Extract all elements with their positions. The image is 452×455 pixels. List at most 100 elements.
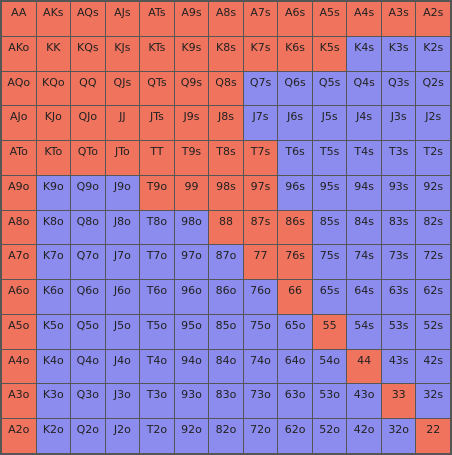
hand-cell-ajo[interactable]: AJo: [2, 106, 36, 141]
hand-cell-a3s[interactable]: A3s: [381, 2, 416, 36]
hand-cell-j6s[interactable]: J6s: [278, 106, 312, 141]
hand-cell-a8s[interactable]: A8s: [209, 2, 243, 36]
hand-cell-q4s[interactable]: Q4s: [347, 71, 381, 106]
hand-cell-ato[interactable]: ATo: [2, 141, 36, 175]
hand-cell-92o[interactable]: 92o: [174, 419, 209, 453]
hand-cell-74o[interactable]: 74o: [243, 349, 278, 384]
hand-cell-aqo[interactable]: AQo: [2, 71, 36, 106]
hand-cell-kk[interactable]: KK: [36, 36, 71, 71]
hand-cell-k5o[interactable]: K5o: [36, 314, 71, 349]
hand-cell-64s[interactable]: 64s: [347, 280, 381, 314]
hand-cell-qjs[interactable]: QJs: [105, 71, 140, 106]
hand-cell-k8o[interactable]: K8o: [36, 210, 71, 245]
hand-cell-q5s[interactable]: Q5s: [312, 71, 347, 106]
hand-cell-96o[interactable]: 96o: [174, 280, 209, 314]
hand-cell-a2o[interactable]: A2o: [2, 419, 36, 453]
hand-cell-qts[interactable]: QTs: [140, 71, 174, 106]
hand-cell-66[interactable]: 66: [278, 280, 312, 314]
hand-cell-k2s[interactable]: K2s: [416, 36, 450, 71]
hand-cell-j6o[interactable]: J6o: [105, 280, 140, 314]
hand-cell-95o[interactable]: 95o: [174, 314, 209, 349]
hand-cell-82s[interactable]: 82s: [416, 210, 450, 245]
hand-cell-98o[interactable]: 98o: [174, 210, 209, 245]
hand-cell-a7s[interactable]: A7s: [243, 2, 278, 36]
hand-cell-jto[interactable]: JTo: [105, 141, 140, 175]
hand-cell-76s[interactable]: 76s: [278, 245, 312, 280]
hand-cell-q8o[interactable]: Q8o: [71, 210, 105, 245]
hand-cell-75o[interactable]: 75o: [243, 314, 278, 349]
hand-cell-k9s[interactable]: K9s: [174, 36, 209, 71]
hand-cell-96s[interactable]: 96s: [278, 175, 312, 210]
hand-cell-72o[interactable]: 72o: [243, 419, 278, 453]
hand-cell-q2o[interactable]: Q2o: [71, 419, 105, 453]
hand-cell-a7o[interactable]: A7o: [2, 245, 36, 280]
hand-cell-j7o[interactable]: J7o: [105, 245, 140, 280]
hand-cell-j3o[interactable]: J3o: [105, 384, 140, 419]
hand-cell-a3o[interactable]: A3o: [2, 384, 36, 419]
hand-cell-qto[interactable]: QTo: [71, 141, 105, 175]
hand-cell-t5s[interactable]: T5s: [312, 141, 347, 175]
hand-cell-j2o[interactable]: J2o: [105, 419, 140, 453]
hand-cell-k6o[interactable]: K6o: [36, 280, 71, 314]
hand-cell-93o[interactable]: 93o: [174, 384, 209, 419]
hand-cell-a5o[interactable]: A5o: [2, 314, 36, 349]
hand-cell-62o[interactable]: 62o: [278, 419, 312, 453]
hand-cell-99[interactable]: 99: [174, 175, 209, 210]
hand-cell-kqo[interactable]: KQo: [36, 71, 71, 106]
hand-cell-54o[interactable]: 54o: [312, 349, 347, 384]
hand-cell-q3o[interactable]: Q3o: [71, 384, 105, 419]
hand-cell-j8s[interactable]: J8s: [209, 106, 243, 141]
hand-cell-ako[interactable]: AKo: [2, 36, 36, 71]
hand-cell-k8s[interactable]: K8s: [209, 36, 243, 71]
hand-cell-j5s[interactable]: J5s: [312, 106, 347, 141]
hand-cell-q9s[interactable]: Q9s: [174, 71, 209, 106]
hand-cell-ats[interactable]: ATs: [140, 2, 174, 36]
hand-cell-q7o[interactable]: Q7o: [71, 245, 105, 280]
hand-cell-aa[interactable]: AA: [2, 2, 36, 36]
hand-cell-t8o[interactable]: T8o: [140, 210, 174, 245]
hand-cell-83o[interactable]: 83o: [209, 384, 243, 419]
hand-cell-j9o[interactable]: J9o: [105, 175, 140, 210]
hand-cell-a2s[interactable]: A2s: [416, 2, 450, 36]
hand-cell-q8s[interactable]: Q8s: [209, 71, 243, 106]
hand-cell-k7o[interactable]: K7o: [36, 245, 71, 280]
hand-cell-kts[interactable]: KTs: [140, 36, 174, 71]
hand-cell-52s[interactable]: 52s: [416, 314, 450, 349]
hand-cell-95s[interactable]: 95s: [312, 175, 347, 210]
hand-cell-k6s[interactable]: K6s: [278, 36, 312, 71]
hand-cell-kqs[interactable]: KQs: [71, 36, 105, 71]
hand-cell-86s[interactable]: 86s: [278, 210, 312, 245]
hand-cell-77[interactable]: 77: [243, 245, 278, 280]
hand-cell-j8o[interactable]: J8o: [105, 210, 140, 245]
hand-cell-q7s[interactable]: Q7s: [243, 71, 278, 106]
hand-cell-43s[interactable]: 43s: [381, 349, 416, 384]
hand-cell-q2s[interactable]: Q2s: [416, 71, 450, 106]
hand-cell-t7s[interactable]: T7s: [243, 141, 278, 175]
hand-cell-42o[interactable]: 42o: [347, 419, 381, 453]
hand-cell-53s[interactable]: 53s: [381, 314, 416, 349]
hand-cell-22[interactable]: 22: [416, 419, 450, 453]
hand-cell-53o[interactable]: 53o: [312, 384, 347, 419]
hand-cell-65s[interactable]: 65s: [312, 280, 347, 314]
hand-cell-tt[interactable]: TT: [140, 141, 174, 175]
hand-cell-87s[interactable]: 87s: [243, 210, 278, 245]
hand-cell-a4o[interactable]: A4o: [2, 349, 36, 384]
hand-cell-k2o[interactable]: K2o: [36, 419, 71, 453]
hand-cell-k3o[interactable]: K3o: [36, 384, 71, 419]
hand-cell-j4o[interactable]: J4o: [105, 349, 140, 384]
hand-cell-72s[interactable]: 72s: [416, 245, 450, 280]
hand-cell-76o[interactable]: 76o: [243, 280, 278, 314]
hand-cell-k5s[interactable]: K5s: [312, 36, 347, 71]
hand-cell-94s[interactable]: 94s: [347, 175, 381, 210]
hand-cell-t8s[interactable]: T8s: [209, 141, 243, 175]
hand-cell-52o[interactable]: 52o: [312, 419, 347, 453]
hand-cell-54s[interactable]: 54s: [347, 314, 381, 349]
hand-cell-j3s[interactable]: J3s: [381, 106, 416, 141]
hand-cell-k4s[interactable]: K4s: [347, 36, 381, 71]
hand-cell-aqs[interactable]: AQs: [71, 2, 105, 36]
hand-cell-a9o[interactable]: A9o: [2, 175, 36, 210]
hand-cell-t9o[interactable]: T9o: [140, 175, 174, 210]
hand-cell-43o[interactable]: 43o: [347, 384, 381, 419]
hand-cell-a6o[interactable]: A6o: [2, 280, 36, 314]
hand-cell-42s[interactable]: 42s: [416, 349, 450, 384]
